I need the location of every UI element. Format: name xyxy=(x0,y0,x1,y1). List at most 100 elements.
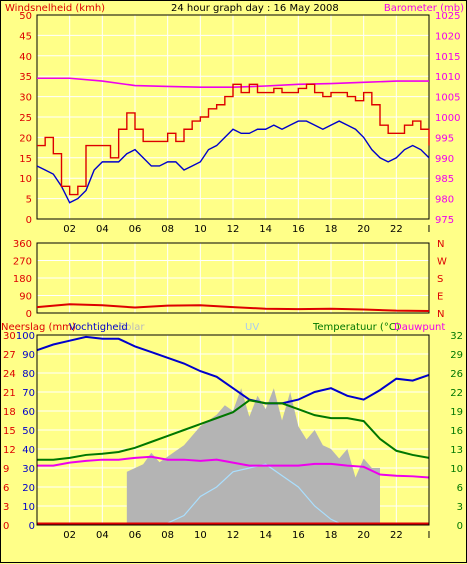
wind-speed-ticks: 0 5 10 15 20 25 30 35 40 45 50 xyxy=(19,11,32,226)
wind-speed-tick-label: 15 xyxy=(19,154,32,165)
wind-chart-grid xyxy=(37,14,430,220)
wind-direction-line xyxy=(36,303,430,313)
temperature-tick-label: 22 xyxy=(450,388,463,399)
humidity-tick-label: 0 xyxy=(29,521,35,532)
barometer-tick-label: 1010 xyxy=(435,72,460,83)
barometer-tick-label: 1005 xyxy=(435,93,460,104)
climate-left-ticks: 0 3 6 9 12 15 18 21 24 27 30 0 10 20 30 40 50 60 70 80 90 100 xyxy=(3,331,35,532)
humidity-tick-label: 60 xyxy=(22,407,35,418)
temperature-tick-label: 10 xyxy=(450,464,463,475)
direction-degree-tick-label: 360 xyxy=(13,239,32,250)
hour-tick-label: 06 xyxy=(129,530,142,541)
wind-chart-hour-ticks: 02 04 06 08 10 12 14 16 18 20 22 I xyxy=(63,224,430,235)
uv-legend-label: UV xyxy=(245,322,259,333)
hour-tick-label: I xyxy=(428,224,431,235)
solar-legend-label: Solar xyxy=(119,322,145,333)
temperature-axis-title: Temperatuur (°C) xyxy=(312,322,400,333)
temperature-tick-label: 19 xyxy=(450,407,463,418)
hour-tick-label: 10 xyxy=(194,224,207,235)
hour-tick-label: 12 xyxy=(227,224,240,235)
barometer-tick-label: 1000 xyxy=(435,113,460,124)
direction-chart-series xyxy=(36,303,430,313)
barometer-tick-label: 995 xyxy=(435,133,454,144)
rain-tick-label: 24 xyxy=(3,369,16,380)
wind-speed-tick-label: 45 xyxy=(19,31,32,42)
wind-speed-tick-label: 20 xyxy=(19,133,32,144)
solar-area xyxy=(126,388,380,525)
humidity-tick-label: 30 xyxy=(22,464,35,475)
compass-label: S xyxy=(437,274,443,285)
hour-tick-label: 14 xyxy=(259,224,272,235)
rain-tick-label: 21 xyxy=(3,388,16,399)
barometer-tick-label: 1025 xyxy=(435,11,460,22)
temperature-ticks: 0 3 6 10 13 16 19 22 26 29 32 xyxy=(450,331,463,532)
climate-chart-series xyxy=(36,335,430,526)
hour-tick-label: 20 xyxy=(357,530,370,541)
dewpoint-legend-label: Dauwpunt xyxy=(394,322,445,333)
compass-label: E xyxy=(437,292,443,303)
wind-speed-tick-label: 5 xyxy=(26,195,32,206)
graph-title: 24 hour graph day : 16 May 2008 xyxy=(171,3,339,14)
hour-tick-label: 20 xyxy=(357,224,370,235)
direction-chart-frame xyxy=(36,242,430,314)
barometer-tick-label: 1020 xyxy=(435,31,460,42)
hour-tick-label: 16 xyxy=(292,530,305,541)
rain-tick-label: 0 xyxy=(3,521,9,532)
hour-tick-label: 04 xyxy=(96,530,109,541)
dewpoint-line xyxy=(37,455,430,479)
rain-tick-label: 6 xyxy=(3,483,9,494)
temperature-tick-label: 13 xyxy=(450,445,463,456)
direction-degree-tick-label: 0 xyxy=(26,309,32,320)
climate-chart-frame xyxy=(36,334,430,526)
hour-tick-label: 06 xyxy=(129,224,142,235)
wind-speed-tick-label: 25 xyxy=(19,113,32,124)
temperature-tick-label: 3 xyxy=(457,502,463,513)
hour-tick-label: 22 xyxy=(390,224,403,235)
direction-degree-tick-label: 270 xyxy=(13,257,32,268)
humidity-tick-label: 100 xyxy=(16,331,35,342)
compass-label: W xyxy=(437,257,447,268)
wind-gust-line xyxy=(37,83,430,196)
humidity-tick-label: 70 xyxy=(22,388,35,399)
barometer-tick-label: 980 xyxy=(435,195,454,206)
temperature-tick-label: 29 xyxy=(450,350,463,361)
wind-speed-tick-label: 30 xyxy=(19,93,32,104)
hour-tick-label: 16 xyxy=(292,224,305,235)
direction-degree-tick-label: 90 xyxy=(19,292,32,303)
direction-degree-tick-label: 180 xyxy=(13,274,32,285)
rain-tick-label: 9 xyxy=(3,464,9,475)
humidity-axis-title: Vochtigheid xyxy=(69,322,128,333)
wind-chart-series xyxy=(36,77,430,204)
wind-average-line xyxy=(36,120,430,204)
compass-label: N xyxy=(437,239,444,250)
barometer-tick-label: 985 xyxy=(435,174,454,185)
rain-axis-title: Neerslag (mm) xyxy=(1,322,76,333)
barometer-tick-label: 1015 xyxy=(435,52,460,63)
humidity-line xyxy=(36,335,430,405)
hour-tick-label: 08 xyxy=(161,224,174,235)
barometer-ticks: 975 980 985 990 995 1000 1005 1010 1015 1020 1025 xyxy=(435,11,460,226)
hour-tick-label: 14 xyxy=(259,530,272,541)
humidity-tick-label: 10 xyxy=(22,502,35,513)
temperature-tick-label: 0 xyxy=(457,521,463,532)
hour-tick-label: I xyxy=(428,530,431,541)
hour-tick-label: 18 xyxy=(325,530,338,541)
wind-chart-frame xyxy=(36,14,430,220)
temperature-tick-label: 16 xyxy=(450,426,463,437)
hour-tick-label: 18 xyxy=(325,224,338,235)
humidity-tick-label: 90 xyxy=(22,350,35,361)
compass-label: N xyxy=(437,309,444,320)
temperature-tick-label: 32 xyxy=(450,331,463,342)
humidity-tick-label: 40 xyxy=(22,445,35,456)
barometer-axis-title: Barometer (mb) xyxy=(384,3,464,14)
wind-speed-tick-label: 0 xyxy=(26,215,32,226)
wind-speed-axis-title: Windsnelheid (kmh) xyxy=(5,3,105,14)
rain-tick-label: 18 xyxy=(3,407,16,418)
wind-speed-tick-label: 50 xyxy=(19,11,32,22)
rain-tick-label: 27 xyxy=(3,350,16,361)
hour-tick-label: 08 xyxy=(161,530,174,541)
hour-tick-label: 22 xyxy=(390,530,403,541)
rain-tick-label: 12 xyxy=(3,445,16,456)
